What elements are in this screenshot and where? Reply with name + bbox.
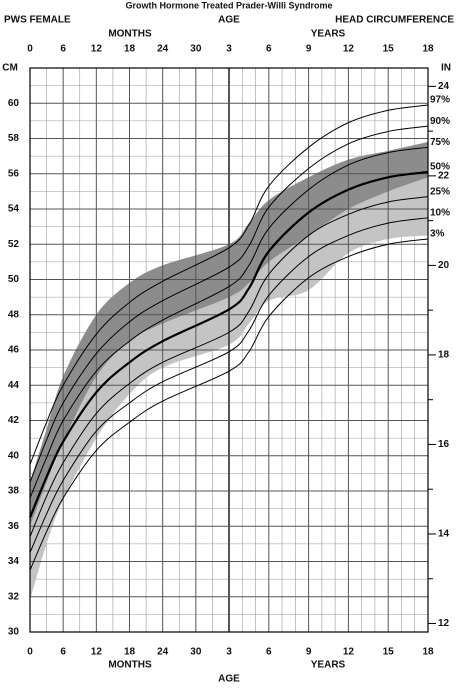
x-tick-label-top: 12 (91, 44, 103, 55)
major-grid (29, 68, 429, 633)
x-tick-label-bottom: 18 (422, 647, 434, 658)
years-label-bottom: YEARS (311, 660, 346, 671)
plot-frame (29, 67, 429, 633)
y-tick-label: 34 (8, 556, 20, 567)
x-tick-label-top: 15 (383, 44, 395, 55)
measure-label: HEAD CIRCUMFERENCE (335, 15, 454, 26)
y2-tick-label: 22 (438, 171, 450, 182)
y-axis-title: CM (2, 63, 18, 74)
x-tick-label-top: 12 (343, 44, 355, 55)
percentile-line (29, 146, 429, 499)
x-tick-label-bottom: 3 (226, 647, 232, 658)
legend-label: 97% (430, 95, 450, 106)
shaded-band (30, 156, 428, 601)
x-tick-label-bottom: 6 (266, 647, 272, 658)
x-tick-label-top: 24 (157, 44, 169, 55)
subtitle: PWS FEMALE (4, 15, 71, 26)
y2-tick-label: 14 (438, 529, 450, 540)
legend-label: 90% (430, 116, 450, 127)
x-tick-label-top: 6 (60, 44, 66, 55)
y2-tick-label: 12 (438, 618, 450, 629)
y-tick-label: 36 (8, 521, 20, 532)
y2-tick-label: 16 (438, 439, 450, 450)
y-tick-label: 50 (8, 274, 20, 285)
legend-label: 50% (430, 162, 450, 173)
x-axis-title-bottom: AGE (218, 674, 240, 685)
months-label-top: MONTHS (108, 29, 152, 40)
y2-tick-label: 24 (438, 81, 450, 92)
y-tick-label: 58 (8, 133, 20, 144)
x-tick-label-bottom: 9 (306, 647, 312, 658)
y-tick-label: 52 (8, 239, 20, 250)
y-tick-label: 56 (8, 168, 20, 179)
legend-label: 25% (430, 186, 450, 197)
x-tick-label-bottom: 30 (190, 647, 202, 658)
legend-label: 10% (430, 207, 450, 218)
years-label-top: YEARS (311, 29, 346, 40)
percentile-line (28, 170, 429, 518)
x-tick-label-top: 18 (422, 44, 434, 55)
chart-title: Growth Hormone Treated Prader-Willi Synd… (126, 0, 333, 10)
y2-tick-label: 20 (438, 260, 450, 271)
y-tick-label: 32 (8, 591, 20, 602)
x-tick-label-top: 30 (190, 44, 202, 55)
y-tick-label: 40 (8, 450, 20, 461)
percentile-line (29, 238, 429, 571)
legend-label: 75% (430, 137, 450, 148)
legend-label: 3% (430, 229, 445, 240)
y-tick-label: 42 (8, 415, 20, 426)
y-tick-label: 30 (8, 627, 20, 638)
x-tick-label-bottom: 18 (124, 647, 136, 658)
y-tick-label: 46 (8, 345, 20, 356)
y2-axis-title: IN (441, 63, 451, 74)
percentile-line (29, 125, 429, 483)
months-label-bottom: MONTHS (108, 660, 152, 671)
x-tick-label-bottom: 0 (27, 647, 33, 658)
x-tick-label-top: 6 (266, 44, 272, 55)
y2-tick-label: 18 (438, 350, 450, 361)
y-tick-label: 60 (8, 98, 20, 109)
x-tick-label-top: 9 (306, 44, 312, 55)
x-tick-label-bottom: 12 (343, 647, 355, 658)
y-tick-label: 44 (8, 380, 20, 391)
percentile-line (29, 217, 429, 553)
y-tick-label: 38 (8, 486, 20, 497)
x-axis-title-top: AGE (218, 15, 240, 26)
x-tick-label-top: 0 (27, 44, 33, 55)
x-tick-label-bottom: 12 (91, 647, 103, 658)
x-tick-label-bottom: 15 (383, 647, 395, 658)
percentile-line (29, 196, 429, 538)
x-tick-label-bottom: 6 (60, 647, 66, 658)
x-tick-label-top: 18 (124, 44, 136, 55)
percentile-line (29, 104, 429, 465)
y-tick-label: 48 (8, 309, 20, 320)
x-tick-label-top: 3 (226, 44, 232, 55)
x-tick-label-bottom: 24 (157, 647, 169, 658)
y-tick-label: 54 (8, 204, 20, 215)
